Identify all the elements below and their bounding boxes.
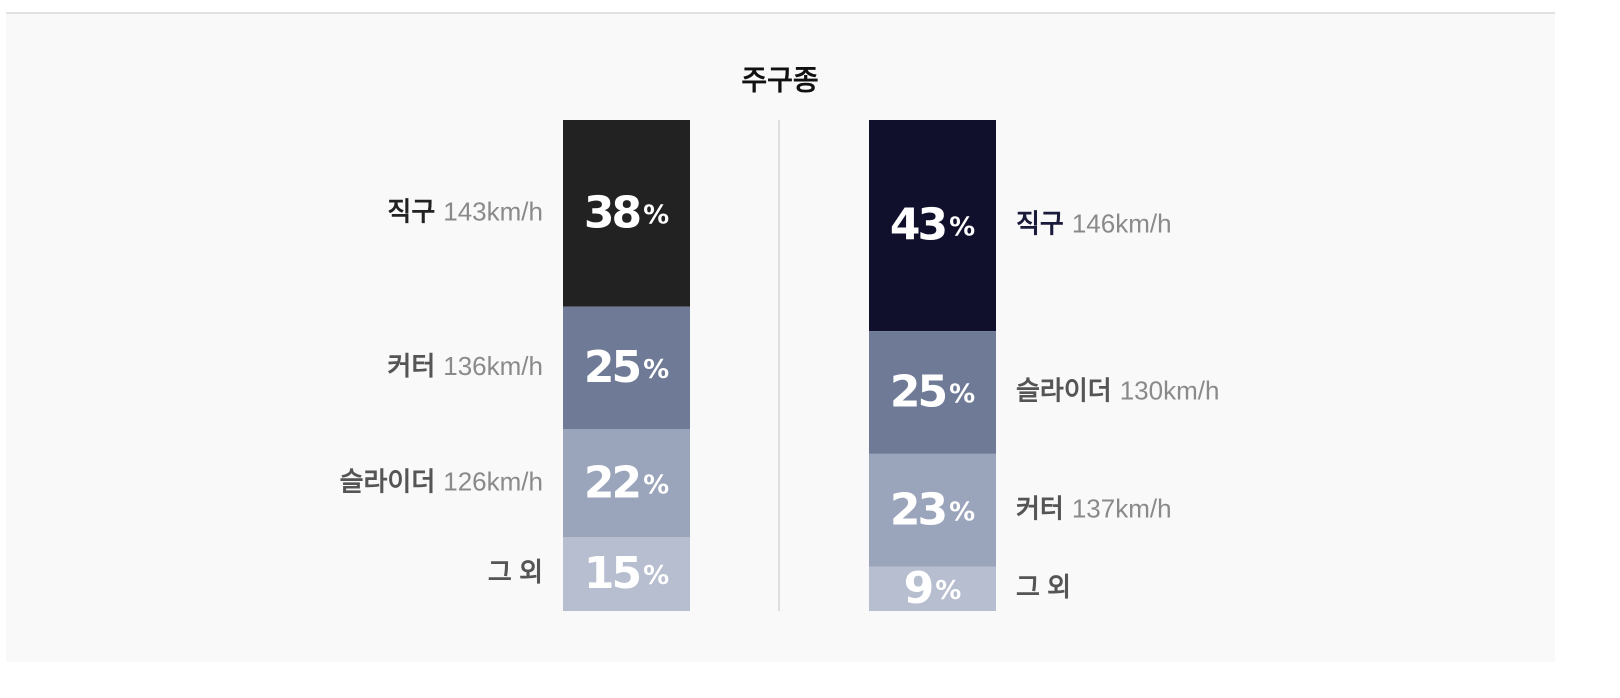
pitch-name: 슬라이더 bbox=[340, 466, 436, 496]
pitch-speed: 130km/h bbox=[1120, 375, 1220, 405]
pitch-name: 그 외 bbox=[1016, 572, 1071, 602]
segment-label: 슬라이더 130km/h bbox=[1016, 375, 1219, 405]
pitch-speed: 146km/h bbox=[1072, 208, 1172, 238]
value-label: 9% bbox=[904, 563, 962, 614]
bar-segment bbox=[563, 306, 690, 430]
segment-label: 슬라이더 126km/h bbox=[340, 466, 543, 496]
segment-label: 커터 137km/h bbox=[1016, 493, 1172, 523]
bar-segment bbox=[869, 331, 996, 454]
pitch-speed: 126km/h bbox=[443, 466, 543, 496]
bar-segment bbox=[869, 566, 996, 611]
segment-label: 그 외 bbox=[488, 557, 543, 587]
value-label: 38% bbox=[584, 187, 669, 238]
segment-label: 커터 136km/h bbox=[387, 351, 543, 381]
pitch-name: 슬라이더 bbox=[1016, 375, 1112, 405]
value-label: 15% bbox=[584, 548, 669, 599]
bar-segment bbox=[869, 120, 996, 332]
segment-label: 그 외 bbox=[1016, 572, 1071, 602]
bar-segment bbox=[563, 120, 690, 307]
pitch-name: 직구 bbox=[1016, 208, 1064, 238]
bar-segment bbox=[563, 537, 690, 611]
pitch-speed: 136km/h bbox=[443, 351, 543, 381]
segment-label: 직구 143km/h bbox=[387, 196, 543, 226]
bar-segment bbox=[563, 429, 690, 538]
pitch-name: 직구 bbox=[387, 196, 435, 226]
pitch-speed: 137km/h bbox=[1072, 493, 1172, 523]
bar-segment bbox=[869, 453, 996, 567]
value-label: 43% bbox=[890, 200, 975, 251]
value-label: 25% bbox=[584, 342, 669, 393]
segment-label: 직구 146km/h bbox=[1016, 208, 1172, 238]
pitch-name: 그 외 bbox=[488, 557, 543, 587]
value-label: 22% bbox=[584, 457, 669, 508]
value-label: 25% bbox=[890, 367, 975, 418]
panel bbox=[6, 14, 1555, 662]
value-label: 23% bbox=[890, 484, 975, 535]
pitch-name: 커터 bbox=[387, 351, 435, 381]
pitch-name: 커터 bbox=[1016, 493, 1064, 523]
chart-title: 주구종 bbox=[741, 64, 818, 95]
pitch-speed: 143km/h bbox=[443, 196, 543, 226]
